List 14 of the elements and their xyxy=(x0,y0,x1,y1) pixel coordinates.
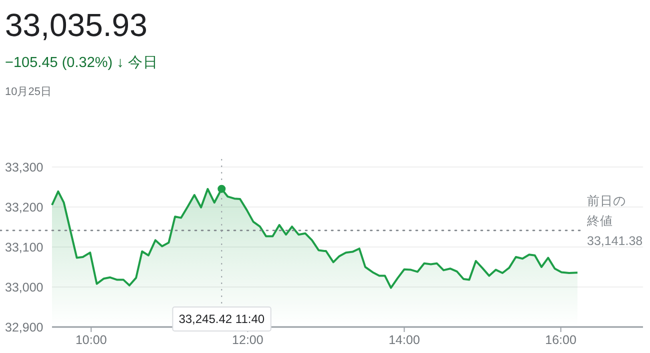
y-tick-label: 33,100 xyxy=(5,240,44,254)
x-tick-label: 10:00 xyxy=(76,333,107,347)
x-tick-label: 12:00 xyxy=(232,333,264,347)
annotation: 33,245.42 11:40 xyxy=(178,312,265,326)
y-tick-label: 32,900 xyxy=(5,320,44,334)
x-tick-label: 16:00 xyxy=(545,333,576,347)
y-tick-label: 33,300 xyxy=(5,160,44,174)
text: 10月25日 xyxy=(5,86,52,98)
y-tick-label: 33,200 xyxy=(5,200,44,214)
x-tick-label: 14:00 xyxy=(388,333,420,347)
chart-title: 33,035.93 xyxy=(5,7,148,43)
ref-line-label: 前日の終値 33,141.38 xyxy=(587,193,643,250)
y-tick-label: 33,000 xyxy=(5,280,44,294)
chart-subtitle: −105.45 (0.32%) ↓ 今日 xyxy=(5,54,158,71)
